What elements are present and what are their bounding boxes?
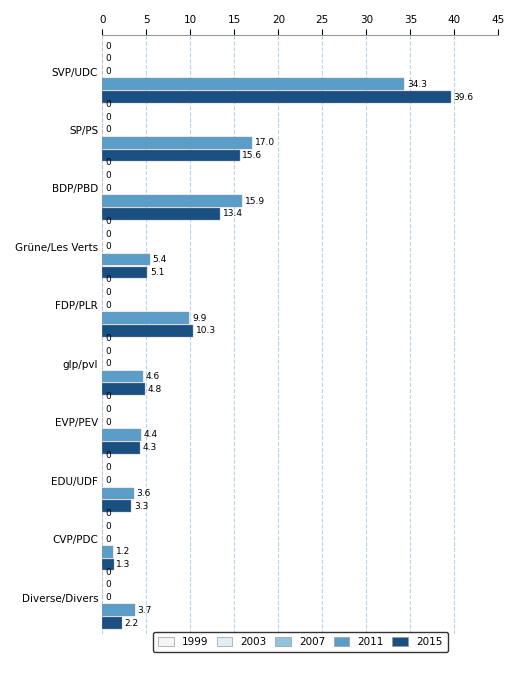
Bar [102,91,451,103]
Bar [102,78,404,90]
Text: 39.6: 39.6 [453,92,474,102]
Bar [102,500,132,512]
Text: 0: 0 [105,184,111,193]
Text: 0: 0 [105,476,111,485]
Text: 0: 0 [105,463,111,473]
Text: 5.1: 5.1 [150,268,164,277]
Text: 0: 0 [105,509,111,518]
Text: 0: 0 [105,301,111,310]
Text: 0: 0 [105,67,111,76]
Text: 13.4: 13.4 [223,209,243,218]
Text: 0: 0 [105,580,111,589]
Bar [102,546,113,558]
Text: 4.4: 4.4 [144,430,158,440]
Text: 3.7: 3.7 [137,606,152,615]
Bar [102,312,189,324]
Text: 0: 0 [105,418,111,427]
Text: 2.2: 2.2 [124,619,138,627]
Text: 1.2: 1.2 [115,547,130,556]
Text: 0: 0 [105,522,111,531]
Bar [102,195,242,207]
Text: 0: 0 [105,451,111,460]
Text: 0: 0 [105,288,111,297]
Text: 15.6: 15.6 [242,151,263,160]
Bar [102,604,135,616]
Text: 0: 0 [105,172,111,180]
Bar [102,617,122,629]
Text: 0: 0 [105,275,111,284]
Text: 0: 0 [105,334,111,343]
Text: 0: 0 [105,568,111,577]
Text: 3.6: 3.6 [137,489,151,498]
Text: 34.3: 34.3 [407,80,427,89]
Text: 0: 0 [105,100,111,109]
Bar [102,150,240,162]
Text: 17.0: 17.0 [255,138,275,147]
Text: 9.9: 9.9 [192,314,206,323]
Bar [102,208,220,220]
Text: 0: 0 [105,392,111,401]
Text: 3.3: 3.3 [134,502,148,510]
Text: 1.3: 1.3 [116,560,131,569]
Text: 4.3: 4.3 [143,443,157,452]
Bar [102,442,140,454]
Text: 4.6: 4.6 [146,372,160,381]
Bar [102,267,147,278]
Bar [102,325,193,337]
Bar [102,254,150,265]
Bar [102,384,145,395]
Text: 15.9: 15.9 [245,197,265,206]
Bar [102,370,143,382]
Text: 0: 0 [105,593,111,602]
Text: 0: 0 [105,158,111,167]
Bar [102,559,114,570]
Text: 0: 0 [105,217,111,226]
Bar [102,137,252,148]
Text: 0: 0 [105,405,111,414]
Text: 0: 0 [105,113,111,122]
Text: 0: 0 [105,125,111,134]
Text: 5.4: 5.4 [152,255,167,264]
Text: 0: 0 [105,242,111,251]
Bar [102,429,141,441]
Bar [102,487,134,499]
Text: 0: 0 [105,41,111,50]
Text: 0: 0 [105,535,111,544]
Text: 0: 0 [105,55,111,63]
Text: 0: 0 [105,230,111,239]
Text: 0: 0 [105,359,111,368]
Text: 4.8: 4.8 [147,385,161,394]
Text: 10.3: 10.3 [196,326,216,335]
Legend: 1999, 2003, 2007, 2011, 2015: 1999, 2003, 2007, 2011, 2015 [153,632,448,652]
Text: 0: 0 [105,346,111,356]
